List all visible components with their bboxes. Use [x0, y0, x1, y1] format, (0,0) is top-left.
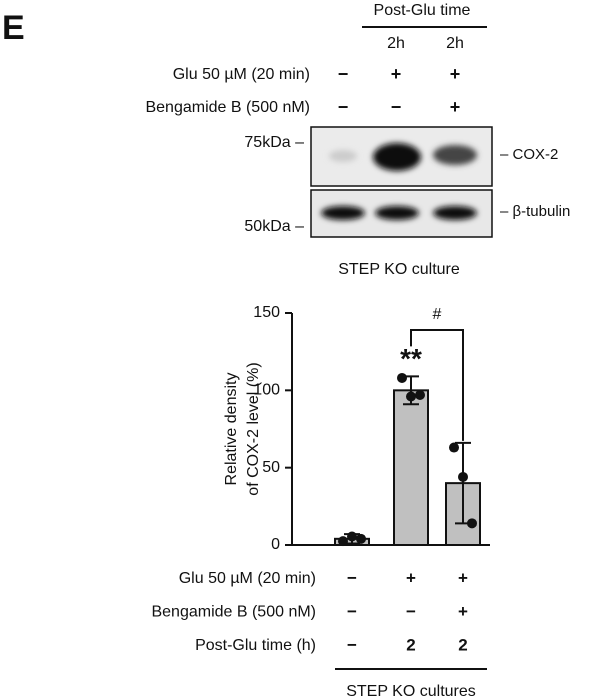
condition-sign: −	[391, 97, 402, 117]
bar	[393, 389, 429, 547]
bracket	[410, 329, 464, 441]
data-point	[347, 531, 357, 542]
condition-label: Glu 50 µM (20 min)	[173, 66, 310, 83]
target: – COX-2	[500, 146, 558, 163]
footer: STEP KO cultures	[346, 683, 476, 697]
panel-label: E	[2, 9, 25, 47]
target: – β-tubulin	[500, 203, 570, 220]
condition-value: +	[458, 568, 468, 587]
condition-sign: −	[338, 97, 349, 117]
data-point	[458, 471, 468, 482]
data-point	[449, 442, 459, 453]
condition-sign: +	[450, 64, 461, 84]
band	[373, 143, 421, 171]
data-point	[397, 372, 407, 383]
condition-value: +	[458, 602, 468, 621]
time: 2h	[387, 35, 405, 52]
data-point	[338, 536, 348, 547]
condition-label: Post-Glu time (h)	[195, 637, 316, 654]
y-tick-label: 0	[271, 536, 280, 553]
y-label: of COX-2 level (%)	[245, 362, 262, 495]
data-point	[467, 518, 477, 529]
significance: **	[400, 343, 422, 374]
data-point	[406, 391, 416, 402]
y-tick-label: 150	[253, 304, 280, 321]
significance: #	[433, 306, 442, 323]
condition-value: −	[347, 602, 357, 621]
condition-value: −	[347, 635, 357, 654]
condition-value: −	[347, 568, 357, 587]
condition-sign: +	[391, 64, 402, 84]
band	[375, 206, 419, 220]
band	[433, 145, 477, 165]
band	[329, 150, 357, 162]
marker: 50kDa –	[244, 218, 304, 235]
condition-sign: +	[450, 97, 461, 117]
band	[433, 206, 477, 220]
condition-label: Bengamide B (500 nM)	[151, 604, 316, 621]
condition-label: Bengamide B (500 nM)	[145, 99, 310, 116]
blot-caption: STEP KO culture	[338, 261, 460, 278]
condition-value: 2	[406, 635, 415, 654]
time: 2h	[446, 35, 464, 52]
condition-value: −	[406, 602, 416, 621]
y-tick-label: 50	[262, 459, 280, 476]
y-label: Relative density	[223, 373, 240, 486]
band	[321, 206, 365, 220]
marker: 75kDa –	[244, 134, 304, 151]
condition-label: Glu 50 µM (20 min)	[179, 570, 316, 587]
condition-value: 2	[458, 635, 467, 654]
data-point	[356, 533, 366, 544]
data-point	[415, 389, 425, 400]
time-title: Post-Glu time	[374, 2, 471, 19]
condition-sign: −	[338, 64, 349, 84]
condition-value: +	[406, 568, 416, 587]
y-tick-label: 100	[253, 382, 280, 399]
